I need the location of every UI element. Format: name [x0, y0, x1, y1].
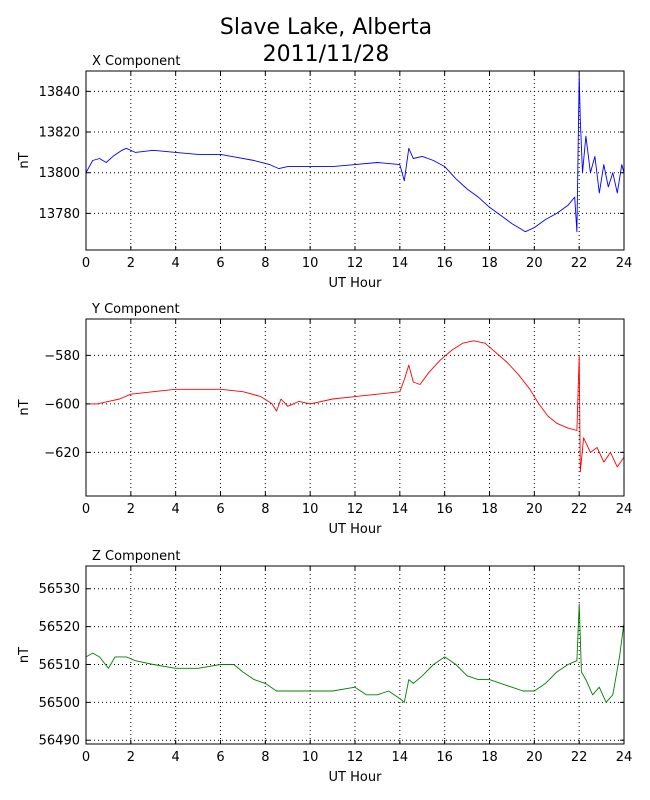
panel-z-x-tick-label: 22: [571, 750, 588, 765]
panel-y-x-tick-label: 0: [82, 502, 90, 517]
panel-x-x-tick-label: 16: [436, 256, 453, 271]
panel-z-x-tick-label: 2: [127, 750, 135, 765]
panel-x-x-tick-label: 2: [127, 256, 135, 271]
panel-y-x-tick-label: 6: [216, 502, 224, 517]
panel-z-x-tick-label: 8: [261, 750, 269, 765]
component-panels: 0 2 4 6 8 10 12 14 16 18 20 22 241378013800138201384…: [17, 54, 632, 785]
panel-z-x-tick-label: 16: [436, 750, 453, 765]
panel-z-x-axis-label: UT Hour: [329, 770, 383, 785]
panel-z-x-tick-label: 10: [302, 750, 319, 765]
panel-z-x-tick-label: 20: [526, 750, 543, 765]
panel-z-subtitle: Z Component: [92, 549, 181, 564]
panel-y-y-tick-label: −600: [44, 397, 80, 412]
panel-y-x-tick-label: 2: [127, 502, 135, 517]
panel-z-series-line: [85, 603, 625, 703]
panel-x-x-axis-label: UT Hour: [329, 276, 383, 291]
panel-x-x-tick-label: 20: [526, 256, 543, 271]
figure-title-line2: 2011/11/28: [263, 42, 390, 67]
panel-y-x-tick-label: 8: [261, 502, 269, 517]
panel-x-x-tick-label: 8: [261, 256, 269, 271]
panel-y-y-tick-label: −580: [44, 349, 80, 364]
panel-x-x-tick-label: 10: [302, 256, 319, 271]
panel-y-x-tick-label: 12: [347, 502, 364, 517]
panel-y-x-tick-label: 18: [481, 502, 498, 517]
panel-y-subtitle: Y Component: [91, 302, 180, 317]
panel-y-x-tick-label: 16: [436, 502, 453, 517]
panel-x-x-tick-label: 18: [481, 256, 498, 271]
panel-z-x-tick-label: 0: [82, 750, 90, 765]
panel-x-subtitle: X Component: [92, 54, 181, 69]
panel-y-series-line: [86, 340, 625, 473]
panel-z-y-tick-label: 56510: [39, 658, 80, 673]
panel-z-y-axis-label: nT: [17, 647, 32, 663]
panel-z-x-tick-label: 24: [616, 750, 633, 765]
panel-y-x-tick-label: 14: [392, 502, 409, 517]
panel-x-y-axis-label: nT: [17, 152, 32, 168]
panel-z-x-tick-label: 6: [216, 750, 224, 765]
panel-y-x-tick-label: 10: [302, 502, 319, 517]
panel-x-x-tick-label: 24: [616, 256, 633, 271]
panel-z-y-tick-label: 56520: [39, 620, 80, 635]
panel-z-y-tick-label: 56530: [39, 582, 80, 597]
figure-title-line1: Slave Lake, Alberta: [220, 15, 432, 40]
panel-z-x-tick-label: 4: [172, 750, 180, 765]
panel-z-component: 0 2 4 6 8 10 12 14 16 18 20 22 245649056500565105652…: [17, 549, 632, 785]
panel-x-y-tick-label: 13840: [39, 85, 80, 100]
panel-z-y-tick-label: 56500: [39, 696, 80, 711]
panel-y-x-tick-label: 4: [172, 502, 180, 517]
panel-x-y-tick-label: 13780: [39, 207, 80, 222]
panel-x-y-tick-label: 13820: [39, 126, 80, 141]
panel-z-x-tick-label: 14: [392, 750, 409, 765]
panel-z-y-tick-label: 56490: [39, 734, 80, 749]
panel-y-y-tick-label: −620: [44, 446, 80, 461]
panel-x-x-tick-label: 12: [347, 256, 364, 271]
panel-y-y-axis-label: nT: [17, 399, 32, 415]
panel-x-x-tick-label: 0: [82, 256, 90, 271]
panel-x-x-tick-label: 14: [392, 256, 409, 271]
panel-y-x-axis-label: UT Hour: [329, 522, 383, 537]
panel-x-x-tick-label: 22: [571, 256, 588, 271]
panel-x-x-tick-label: 6: [216, 256, 224, 271]
panel-y-x-tick-label: 20: [526, 502, 543, 517]
panel-y-x-tick-label: 22: [571, 502, 588, 517]
panel-z-x-tick-label: 12: [347, 750, 364, 765]
panel-z-x-tick-label: 18: [481, 750, 498, 765]
panel-x-component: 0 2 4 6 8 10 12 14 16 18 20 22 241378013800138201384…: [17, 54, 632, 291]
panel-x-series-line: [85, 74, 625, 233]
panel-x-y-tick-label: 13800: [39, 166, 80, 181]
panel-x-x-tick-label: 4: [172, 256, 180, 271]
panel-y-x-tick-label: 24: [616, 502, 633, 517]
